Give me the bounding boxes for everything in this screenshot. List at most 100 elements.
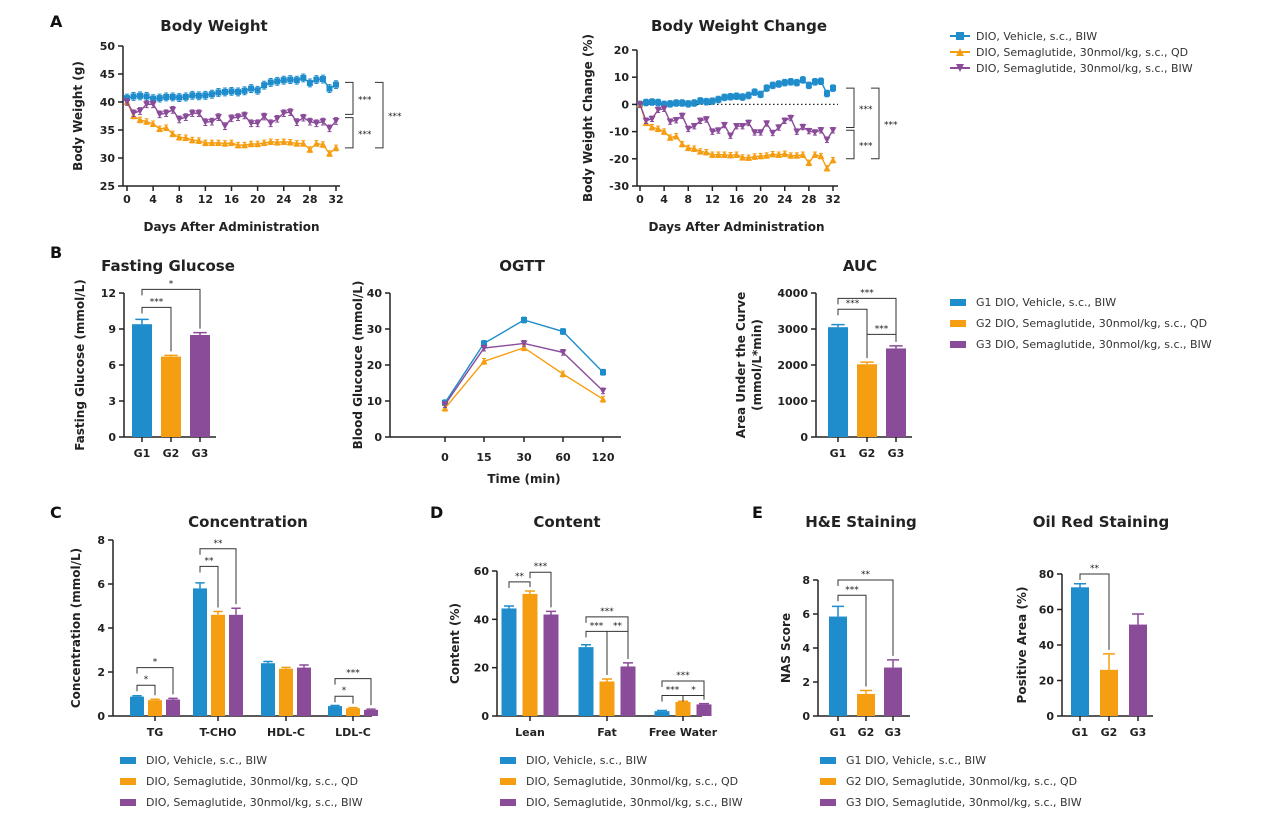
- x-tick-label: 20: [250, 193, 266, 206]
- triangle-up-marker: [763, 152, 771, 159]
- square-marker: [202, 92, 209, 99]
- triangle-up-marker: [520, 344, 528, 351]
- bar: [829, 616, 847, 716]
- legend-label: DIO, Vehicle, s.c., BIW: [526, 754, 648, 767]
- bar: [193, 588, 207, 716]
- y-tick-label: 0: [802, 710, 810, 723]
- triangle-down-marker: [636, 101, 644, 108]
- error-bar: [657, 709, 667, 712]
- error-bar: [366, 708, 376, 710]
- error-bar: [132, 695, 142, 697]
- y-tick-label: 2000: [777, 359, 808, 372]
- x-tick-label: TG: [147, 726, 164, 739]
- triangle-up-marker-icon: [950, 47, 970, 57]
- y-tick-label: 2: [802, 676, 810, 689]
- triangle-up-marker: [599, 395, 607, 403]
- error-bar: [281, 666, 291, 669]
- y-axis-label: Positive Area (%): [1015, 587, 1029, 704]
- triangle-down-marker: [260, 113, 268, 121]
- square-marker: [156, 95, 163, 102]
- significance-label: **: [205, 556, 215, 566]
- triangle-down-marker: [195, 110, 203, 117]
- square-marker: [739, 94, 746, 101]
- y-tick-label: -30: [609, 180, 629, 193]
- triangle-down-marker: [273, 115, 281, 123]
- legend-swatch: [120, 799, 136, 806]
- y-axis-label: Fasting Glucose (mmol/L): [73, 279, 87, 451]
- x-tick-label: G1: [1072, 726, 1089, 739]
- significance-bracket: [199, 548, 237, 605]
- square-marker: [319, 76, 326, 83]
- bar: [161, 356, 181, 437]
- triangle-up-marker: [332, 144, 340, 151]
- bar: [132, 324, 152, 437]
- significance-label: ***: [859, 142, 873, 152]
- square-marker: [727, 93, 734, 100]
- square-marker: [805, 82, 812, 89]
- significance-bracket: [661, 680, 705, 700]
- x-tick-label: Free Water: [649, 726, 718, 739]
- chart-title: OGTT: [499, 257, 545, 275]
- y-tick-label: 0: [800, 431, 808, 444]
- series-line: [444, 346, 604, 409]
- legend-label: DIO, Vehicle, s.c., BIW: [146, 754, 268, 767]
- x-tick-label: 16: [729, 193, 745, 206]
- legend-item: DIO, Vehicle, s.c., BIW: [120, 750, 363, 771]
- significance-bracket: [199, 565, 219, 608]
- legend-label: DIO, Semaglutide, 30nmol/kg, s.c., BIW: [146, 796, 363, 809]
- y-axis-label: Body Weight Change (%): [581, 34, 595, 202]
- significance-bracket: [866, 333, 897, 342]
- significance-label: *: [169, 279, 174, 289]
- square-marker: [649, 98, 656, 105]
- x-tick-label: G2: [163, 447, 180, 460]
- chart-title: Body Weight Change: [651, 17, 827, 35]
- significance-bracket: [136, 684, 156, 696]
- significance-label: *: [144, 675, 149, 685]
- square-marker: [215, 89, 222, 96]
- legend-item: DIO, Vehicle, s.c., BIW: [500, 750, 743, 771]
- triangle-up-marker: [702, 148, 710, 156]
- y-tick-label: 0: [1046, 710, 1054, 723]
- triangle-down-marker: [769, 129, 777, 137]
- error-bar: [193, 331, 207, 335]
- triangle-down-marker: [733, 123, 740, 130]
- legend-item: DIO, Semaglutide, 30nmol/kg, s.c., BIW: [500, 792, 743, 813]
- significance-label: *: [153, 658, 158, 668]
- square-marker: [267, 79, 274, 86]
- triangle-up-marker: [312, 139, 320, 147]
- x-tick-label: G1: [830, 726, 847, 739]
- triangle-down-marker: [280, 110, 288, 117]
- series-line: [444, 319, 604, 404]
- square-marker: [661, 101, 668, 108]
- square-marker: [521, 317, 527, 323]
- triangle-down-marker: [702, 116, 710, 123]
- chart-bw: [118, 45, 384, 191]
- error-bar: [231, 607, 241, 615]
- triangle-up-marker: [260, 139, 268, 146]
- legend-item: G3 DIO, Semaglutide, 30nmol/kg, s.c., BI…: [950, 334, 1212, 355]
- y-tick-label: 0: [108, 431, 116, 444]
- triangle-down-marker: [805, 128, 813, 135]
- triangle-up-marker: [234, 141, 242, 149]
- significance-bracket: [1079, 573, 1110, 650]
- significance-bracket: [837, 297, 897, 342]
- triangle-down-marker: [696, 117, 704, 125]
- triangle-up-marker: [273, 138, 281, 146]
- significance-label: ***: [150, 297, 164, 307]
- y-tick-label: 40: [367, 287, 383, 300]
- triangle-up-marker: [757, 152, 765, 160]
- triangle-up-marker: [156, 125, 164, 132]
- triangle-up-marker: [228, 139, 235, 146]
- legend-swatch: [120, 778, 136, 785]
- triangle-up-marker: [299, 139, 307, 147]
- square-marker: [189, 92, 196, 99]
- triangle-down-marker: [757, 129, 765, 136]
- triangle-up-marker: [829, 156, 837, 164]
- x-axis-label: Days After Administration: [649, 220, 825, 234]
- y-tick-label: 60: [1039, 604, 1055, 617]
- triangle-down-marker: [660, 105, 668, 113]
- significance-bracket: [837, 594, 867, 687]
- triangle-up-marker: [149, 120, 157, 127]
- significance-bracket: [141, 306, 172, 352]
